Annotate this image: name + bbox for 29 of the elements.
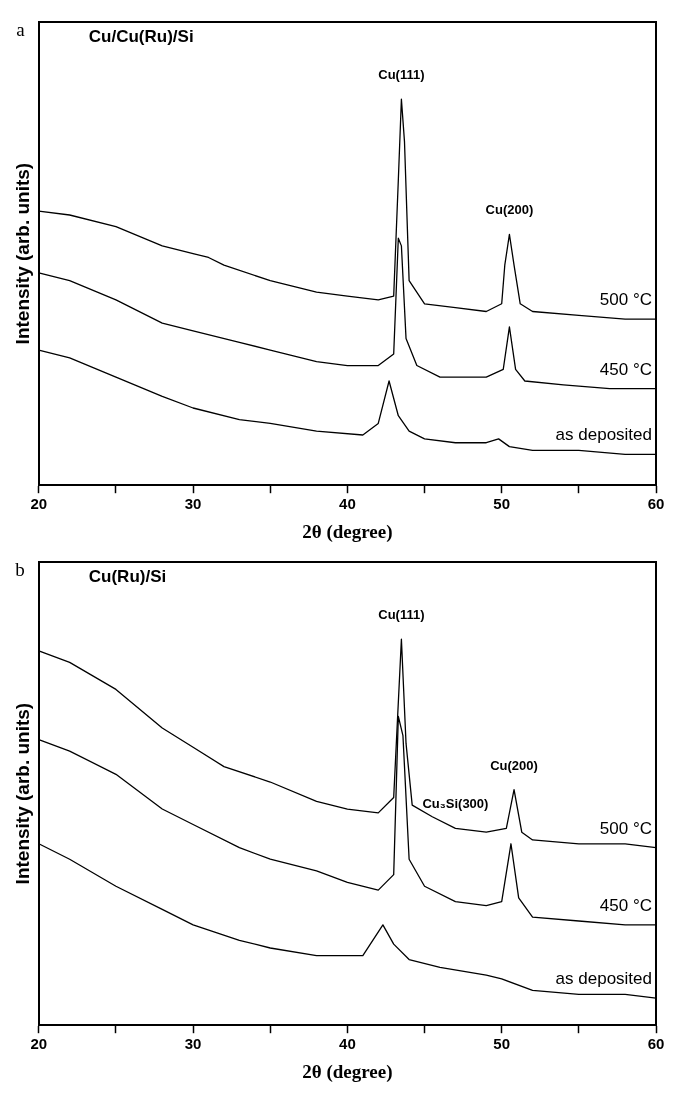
y-axis-title: Intensity (arb. units)	[11, 702, 33, 885]
series-label: 450 °C	[599, 895, 652, 915]
x-tick-label: 60	[647, 1035, 665, 1053]
x-axis-title: 2θ (degree)	[302, 1060, 393, 1083]
x-tick-label: 40	[339, 495, 356, 513]
x-tick-label: 30	[184, 495, 202, 513]
annotation: Cu₃Si(300)	[422, 796, 489, 812]
series-label: 500 °C	[599, 818, 652, 838]
series-label: as deposited	[555, 425, 652, 445]
x-tick-label: 20	[30, 495, 48, 513]
text: b	[15, 559, 25, 580]
x-tick-label: 60	[647, 495, 665, 513]
x-tick-label: 50	[493, 495, 511, 513]
series-label: 450 °C	[599, 359, 652, 379]
x-tick-label: 40	[339, 1035, 356, 1053]
y-axis-title: Intensity (arb. units)	[11, 162, 33, 345]
series-label: 500 °C	[599, 290, 652, 310]
x-tick-label: 50	[493, 1035, 511, 1053]
annotation: Cu(111)	[378, 607, 425, 623]
annotation: Cu(200)	[490, 757, 538, 773]
x-axis-title: 2θ (degree)	[302, 520, 393, 543]
text: a	[16, 19, 26, 40]
annotation: Cu(111)	[378, 67, 425, 83]
series-label: as deposited	[555, 969, 652, 989]
annotation: Cu(200)	[485, 202, 534, 218]
text: Cu(Ru)/Si	[88, 567, 167, 586]
x-tick-label: 20	[30, 1035, 48, 1053]
x-tick-label: 30	[184, 1035, 202, 1053]
text: Cu/Cu(Ru)/Si	[88, 27, 194, 46]
